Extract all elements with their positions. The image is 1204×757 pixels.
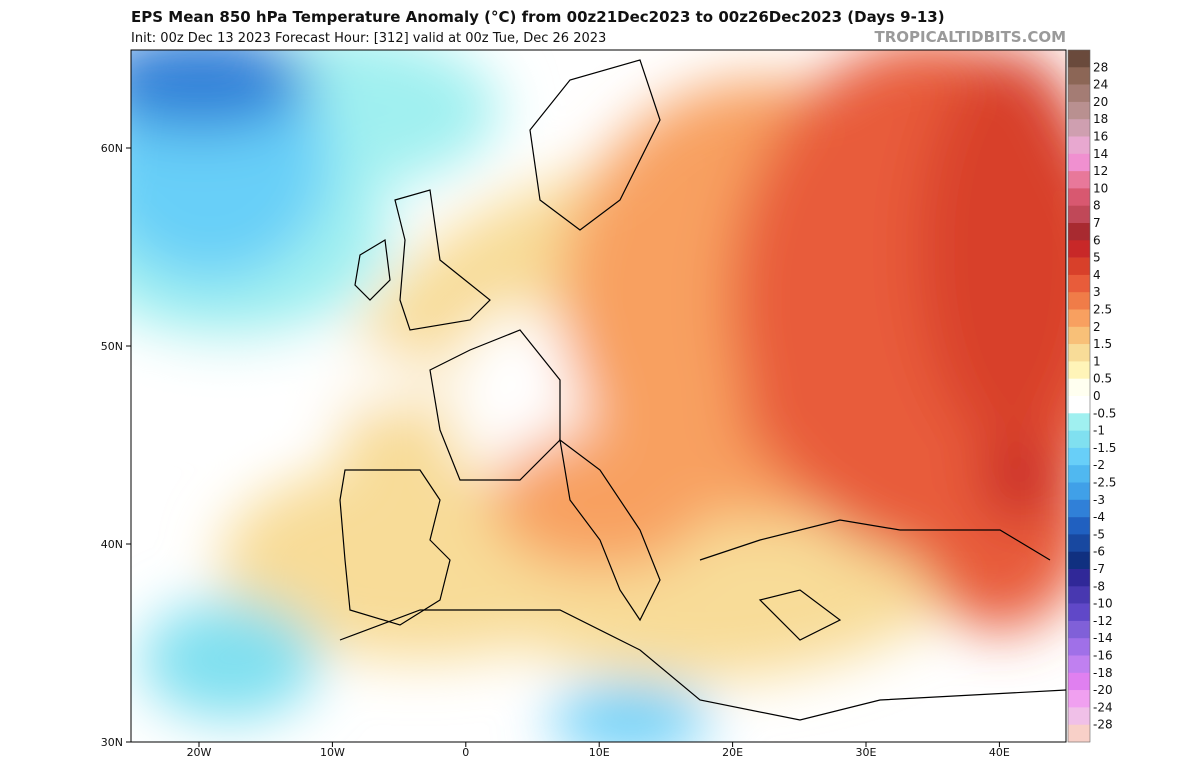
colorbar-box: [1068, 586, 1090, 604]
colorbar-box: [1068, 188, 1090, 206]
colorbar-box: [1068, 620, 1090, 639]
colorbar-label: -2: [1093, 458, 1105, 472]
colorbar-label: -24: [1093, 700, 1113, 714]
colorbar-label: 5: [1093, 251, 1101, 265]
colorbar-box: [1068, 603, 1090, 622]
colorbar-box: [1068, 136, 1090, 155]
colorbar-box: [1068, 67, 1090, 85]
colorbar-box: [1068, 84, 1090, 103]
colorbar-box: [1068, 534, 1090, 552]
colorbar-box: [1068, 690, 1090, 708]
colorbar-label: 12: [1093, 164, 1108, 178]
colorbar-label: -28: [1093, 718, 1113, 732]
colorbar-box: [1068, 465, 1090, 483]
lon-label: 20W: [187, 746, 212, 757]
colorbar-label: 0.5: [1093, 372, 1112, 386]
colorbar-box: [1068, 638, 1090, 656]
colorbar-label: 24: [1093, 78, 1108, 92]
colorbar-box: [1068, 344, 1090, 362]
colorbar-box: [1068, 447, 1090, 466]
colorbar-label: 28: [1093, 60, 1108, 74]
colorbar-label: 2: [1093, 320, 1101, 334]
colorbar-label: -7: [1093, 562, 1105, 576]
colorbar-label: -18: [1093, 666, 1113, 680]
colorbar-box: [1068, 499, 1090, 518]
lon-label: 40E: [989, 746, 1010, 757]
colorbar-box: [1068, 257, 1090, 276]
colorbar-label: -20: [1093, 683, 1113, 697]
colorbar-box: [1068, 672, 1090, 691]
colorbar-box: [1068, 171, 1090, 189]
colorbar-box: [1068, 707, 1090, 725]
colorbar-label: -1.5: [1093, 441, 1116, 455]
colorbar-box: [1068, 482, 1090, 501]
colorbar-box: [1068, 655, 1090, 674]
colorbar-label: 18: [1093, 112, 1108, 126]
lat-label: 60N: [101, 142, 123, 155]
title: EPS Mean 850 hPa Temperature Anomaly (°C…: [131, 8, 945, 26]
colorbar-label: 7: [1093, 216, 1101, 230]
colorbar-label: 0: [1093, 389, 1101, 403]
colorbar-label: 10: [1093, 181, 1108, 195]
colorbar-label: 20: [1093, 95, 1108, 109]
colorbar-box: [1068, 396, 1090, 414]
colorbar-label: -14: [1093, 631, 1113, 645]
colorbar-box: [1068, 309, 1090, 328]
colorbar-label: 16: [1093, 130, 1108, 144]
colorbar-label: -8: [1093, 579, 1105, 593]
colorbar-label: -3: [1093, 493, 1105, 507]
colorbar-label: 2.5: [1093, 303, 1112, 317]
lon-label: 20E: [722, 746, 743, 757]
colorbar-box: [1068, 274, 1090, 293]
colorbar-box: [1068, 724, 1090, 743]
colorbar-box: [1068, 326, 1090, 345]
lat-label: 30N: [101, 736, 123, 749]
colorbar-box: [1068, 569, 1090, 587]
colorbar-box: [1068, 413, 1090, 431]
map: [131, 50, 1066, 742]
colorbar-frame: [1067, 49, 1091, 743]
colorbar-box: [1068, 361, 1090, 379]
lat-label: 50N: [101, 340, 123, 353]
colorbar-label: 14: [1093, 147, 1108, 161]
colorbar-label: -5: [1093, 527, 1105, 541]
colorbar-box: [1068, 153, 1090, 172]
colorbar-box: [1068, 205, 1090, 224]
colorbar-label: -1: [1093, 424, 1105, 438]
colorbar-label: 8: [1093, 199, 1101, 213]
colorbar-label: -4: [1093, 510, 1105, 524]
colorbar-box: [1068, 551, 1090, 570]
lon-label: 0: [462, 746, 469, 757]
colorbar-label: 1.5: [1093, 337, 1112, 351]
colorbar-label: -12: [1093, 614, 1113, 628]
colorbar-label: -16: [1093, 649, 1113, 663]
colorbar-label: 1: [1093, 354, 1101, 368]
colorbar-label: -0.5: [1093, 406, 1116, 420]
map-frame: [130, 49, 1067, 743]
colorbar-label: -2.5: [1093, 476, 1116, 490]
subtitle: Init: 00z Dec 13 2023 Forecast Hour: [31…: [131, 31, 606, 46]
colorbar-box: [1068, 50, 1090, 68]
colorbar-box: [1068, 378, 1090, 397]
lon-label: 30E: [856, 746, 877, 757]
colorbar-box: [1068, 517, 1090, 535]
colorbar-label: -10: [1093, 597, 1113, 611]
colorbar-box: [1068, 101, 1090, 120]
colorbar-box: [1068, 240, 1090, 258]
lat-label: 40N: [101, 538, 123, 551]
colorbar-box: [1068, 430, 1090, 449]
colorbar-box: [1068, 223, 1090, 241]
colorbar-label: 6: [1093, 233, 1101, 247]
watermark: TROPICALTIDBITS.COM: [875, 28, 1067, 46]
colorbar-box: [1068, 119, 1090, 137]
colorbar-box: [1068, 292, 1090, 310]
lon-label: 10E: [589, 746, 610, 757]
colorbar-label: -6: [1093, 545, 1105, 559]
colorbar-label: 4: [1093, 268, 1101, 282]
colorbar-label: 3: [1093, 285, 1101, 299]
lon-label: 10W: [320, 746, 345, 757]
